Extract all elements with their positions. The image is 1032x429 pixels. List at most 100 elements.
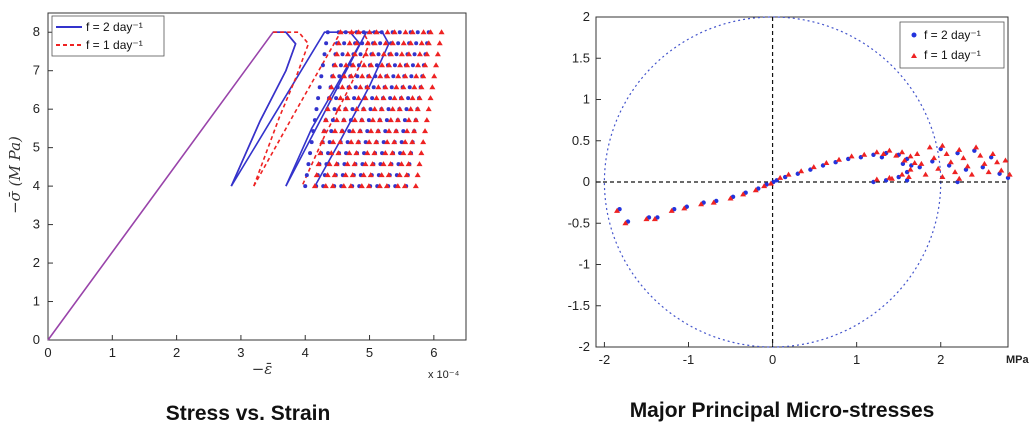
series-f1-marker (994, 159, 1001, 165)
series-f1-marker (397, 62, 404, 68)
series-f1-marker (425, 40, 432, 46)
series-f1-marker (423, 117, 430, 123)
series-f1-marker (348, 73, 355, 79)
series-f1-marker (331, 172, 338, 178)
series-f1-marker (329, 183, 336, 189)
series-f1-marker (364, 40, 371, 46)
series-f1-marker (396, 172, 403, 178)
series-f1-marker (681, 205, 688, 211)
left-tick-labels: 0 1 2 3 4 5 6 0 1 2 3 4 5 6 7 8 (33, 24, 438, 360)
series-f1-marker (402, 139, 409, 145)
left-y-tick-label: 4 (33, 178, 40, 193)
series-f1-marker (389, 40, 396, 46)
series-f1-marker (420, 139, 427, 145)
right-legend-marker-f1 (911, 53, 917, 58)
series-f1-marker (362, 95, 369, 101)
series-f1-marker (407, 150, 414, 156)
series-f2-marker (363, 140, 368, 145)
series-f2-marker (371, 85, 376, 90)
series-f1-marker (905, 174, 912, 180)
series-f1-marker (333, 51, 340, 57)
right-y-tick-label: 0.5 (572, 133, 590, 148)
series-f2-marker (399, 140, 404, 145)
series-f1-marker (386, 128, 393, 134)
series-f2-marker (383, 129, 388, 134)
left-legend-label-f2: f = 2 day⁻¹ (86, 20, 143, 34)
series-f1-marker (926, 144, 933, 150)
series-f2-marker (325, 30, 330, 35)
series-f2-marker (373, 74, 378, 79)
series-f1-marker (357, 84, 364, 90)
series-f1-marker (943, 150, 950, 156)
series-f1-marker (651, 216, 658, 222)
series-f1-marker (989, 150, 996, 156)
series-f1-marker (373, 29, 380, 35)
series-f1-marker (355, 29, 362, 35)
series-f1-marker (400, 84, 407, 90)
series-f1-marker (393, 84, 400, 90)
series-f1-marker (369, 161, 376, 167)
series-f2-marker (308, 151, 313, 156)
series-f1-marker (939, 174, 946, 180)
series-f1-marker (888, 175, 895, 181)
series-f1-marker (380, 51, 387, 57)
left-y-tick-label: 3 (33, 217, 40, 232)
series-f2-marker (317, 85, 322, 90)
series-f1-marker (391, 95, 398, 101)
series-f1-marker (322, 183, 329, 189)
series-f1-marker (376, 183, 383, 189)
series-f1-marker (400, 150, 407, 156)
series-f1-marker (914, 150, 921, 156)
series-f1-marker (416, 95, 423, 101)
series-f2-marker (997, 171, 1002, 176)
series-f1-marker (382, 84, 389, 90)
series-f1-marker (873, 176, 880, 182)
series-f2-marker (412, 52, 417, 57)
right-y-tick-label: 1 (583, 92, 590, 107)
series-f1-marker (1006, 171, 1013, 177)
series-f1-marker (371, 150, 378, 156)
series-f2-marker (353, 85, 358, 90)
left-y-tick-label: 6 (33, 101, 40, 116)
series-f1-marker (368, 62, 375, 68)
series-f1-marker (767, 180, 774, 186)
right-plot-marks (596, 16, 1013, 348)
series-f1-marker (414, 106, 421, 112)
series-f1-marker (973, 144, 980, 150)
series-f1-marker (351, 117, 358, 123)
series-f1-marker (351, 161, 358, 167)
series-f1-marker (330, 139, 337, 145)
series-f1-marker (404, 128, 411, 134)
series-f1-marker (429, 84, 436, 90)
series-f1-marker (436, 40, 443, 46)
series-f1-marker (947, 159, 954, 165)
series-f1-marker (321, 128, 328, 134)
series-f2-marker (409, 74, 414, 79)
series-f1-marker (369, 117, 376, 123)
right-x-tick-label: 2 (937, 352, 944, 367)
series-f1-marker (907, 166, 914, 172)
series-f1-marker (922, 171, 929, 177)
left-y-tick-label: 7 (33, 63, 40, 78)
series-f1-marker (427, 95, 434, 101)
series-f1-marker (952, 169, 959, 175)
series-f2-marker (358, 52, 363, 57)
series-f2-marker (345, 140, 350, 145)
series-f1-marker (761, 183, 768, 189)
series-f2-marker (340, 52, 345, 57)
series-f1-marker (405, 117, 412, 123)
series-f1-marker (335, 150, 342, 156)
series-f1-marker (968, 171, 975, 177)
series-f2-marker (332, 107, 337, 112)
series-f1-marker (357, 128, 364, 134)
series-f1-marker (344, 95, 351, 101)
series-f1-marker (322, 117, 329, 123)
series-f1-marker (313, 172, 320, 178)
series-f1-marker (391, 139, 398, 145)
series-f1-marker (407, 106, 414, 112)
series-f2-marker (356, 63, 361, 68)
series-f2-marker (879, 155, 885, 160)
right-legend-label-f1: f = 1 day⁻¹ (924, 48, 981, 62)
series-f2-marker (392, 63, 397, 68)
